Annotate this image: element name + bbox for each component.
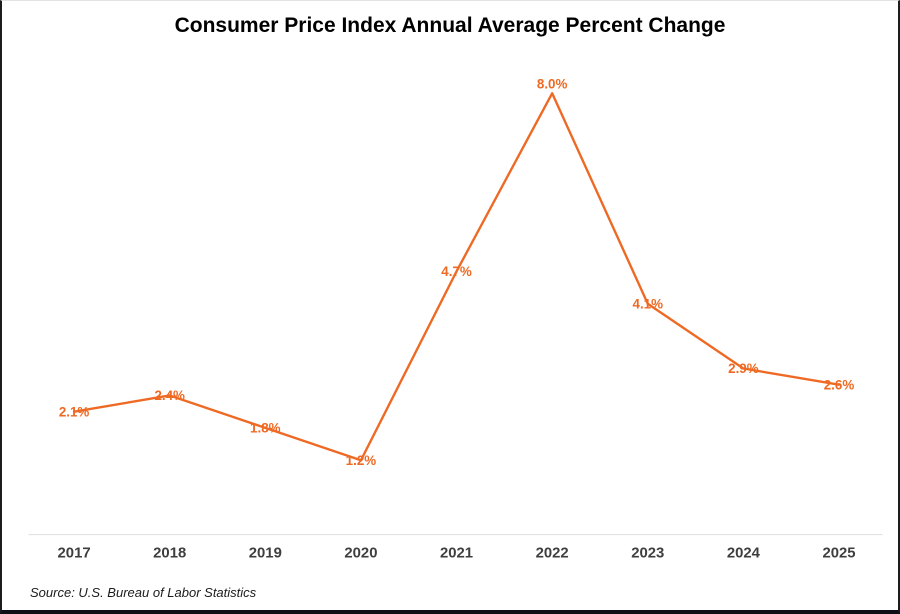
source-note: Source: U.S. Bureau of Labor Statistics — [30, 585, 257, 600]
data-label: 2.4% — [154, 388, 185, 403]
data-label: 8.0% — [537, 76, 568, 91]
data-label: 2.9% — [728, 361, 759, 376]
x-axis-label: 2018 — [153, 545, 186, 561]
x-axis-label: 2020 — [344, 545, 377, 561]
x-axis-label: 2025 — [822, 545, 855, 561]
data-label: 4.1% — [633, 296, 664, 311]
data-label: 2.6% — [824, 377, 855, 392]
data-label: 1.2% — [346, 453, 377, 468]
chart-title: Consumer Price Index Annual Average Perc… — [174, 14, 726, 37]
x-axis-label: 2019 — [249, 545, 282, 561]
x-axis-label: 2021 — [440, 545, 473, 561]
x-axis-label: 2022 — [536, 545, 569, 561]
data-label: 1.8% — [250, 421, 281, 436]
cpi-line — [72, 92, 841, 462]
x-axis-label: 2024 — [727, 545, 761, 561]
x-axis-label: 2023 — [631, 545, 664, 561]
x-axis-label: 2017 — [58, 545, 91, 561]
data-label: 2.1% — [59, 404, 90, 419]
data-label: 4.7% — [441, 264, 472, 279]
